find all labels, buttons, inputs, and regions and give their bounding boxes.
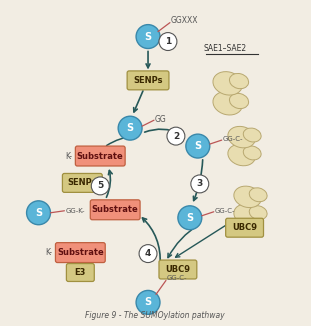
Circle shape xyxy=(167,127,185,145)
Circle shape xyxy=(118,116,142,140)
Ellipse shape xyxy=(249,206,267,220)
FancyBboxPatch shape xyxy=(75,146,125,166)
Text: GG-C-: GG-C- xyxy=(223,136,243,142)
Text: GG-C-: GG-C- xyxy=(215,208,235,214)
Ellipse shape xyxy=(243,146,261,160)
Text: S: S xyxy=(35,208,42,218)
Text: 5: 5 xyxy=(97,181,103,190)
Text: GG-C-: GG-C- xyxy=(167,275,188,281)
Text: S: S xyxy=(194,141,202,151)
Circle shape xyxy=(136,25,160,49)
Text: GGXXX: GGXXX xyxy=(171,16,198,25)
Text: GG: GG xyxy=(155,115,167,124)
Ellipse shape xyxy=(234,186,261,208)
Text: S: S xyxy=(127,123,134,133)
FancyBboxPatch shape xyxy=(159,260,197,279)
FancyBboxPatch shape xyxy=(90,200,140,220)
Text: SENPs: SENPs xyxy=(67,178,97,187)
Ellipse shape xyxy=(230,73,248,89)
Text: 4: 4 xyxy=(145,249,151,258)
Circle shape xyxy=(178,206,202,230)
Ellipse shape xyxy=(230,93,248,109)
Ellipse shape xyxy=(243,128,261,142)
Text: Substrate: Substrate xyxy=(92,205,139,214)
Text: SAE1–SAE2: SAE1–SAE2 xyxy=(203,44,246,53)
Ellipse shape xyxy=(249,188,267,202)
Ellipse shape xyxy=(213,72,242,95)
Ellipse shape xyxy=(228,144,255,166)
FancyBboxPatch shape xyxy=(55,243,105,262)
Text: S: S xyxy=(145,32,151,42)
FancyBboxPatch shape xyxy=(127,71,169,90)
Circle shape xyxy=(139,244,157,262)
Text: GG-K-: GG-K- xyxy=(65,208,85,214)
Text: E3: E3 xyxy=(75,268,86,277)
Circle shape xyxy=(26,201,50,225)
Text: UBC9: UBC9 xyxy=(165,265,190,274)
Text: 1: 1 xyxy=(165,37,171,46)
FancyBboxPatch shape xyxy=(226,218,263,237)
Text: SENPs: SENPs xyxy=(133,76,163,85)
Text: S: S xyxy=(145,297,151,307)
Text: Substrate: Substrate xyxy=(77,152,124,160)
Text: 2: 2 xyxy=(173,132,179,141)
Text: Figure 9 - The SUMOylation pathway: Figure 9 - The SUMOylation pathway xyxy=(85,311,225,320)
FancyBboxPatch shape xyxy=(63,173,102,192)
Text: 3: 3 xyxy=(197,179,203,188)
Text: S: S xyxy=(186,213,193,223)
Text: Substrate: Substrate xyxy=(57,248,104,257)
Circle shape xyxy=(136,290,160,314)
Circle shape xyxy=(91,177,109,195)
Circle shape xyxy=(186,134,210,158)
Ellipse shape xyxy=(228,126,255,148)
Text: K-: K- xyxy=(65,152,72,160)
Text: UBC9: UBC9 xyxy=(232,223,257,232)
Ellipse shape xyxy=(234,204,261,226)
Circle shape xyxy=(191,175,209,193)
Circle shape xyxy=(159,33,177,51)
FancyBboxPatch shape xyxy=(67,263,94,281)
Ellipse shape xyxy=(213,92,242,115)
Text: K-: K- xyxy=(45,248,53,257)
